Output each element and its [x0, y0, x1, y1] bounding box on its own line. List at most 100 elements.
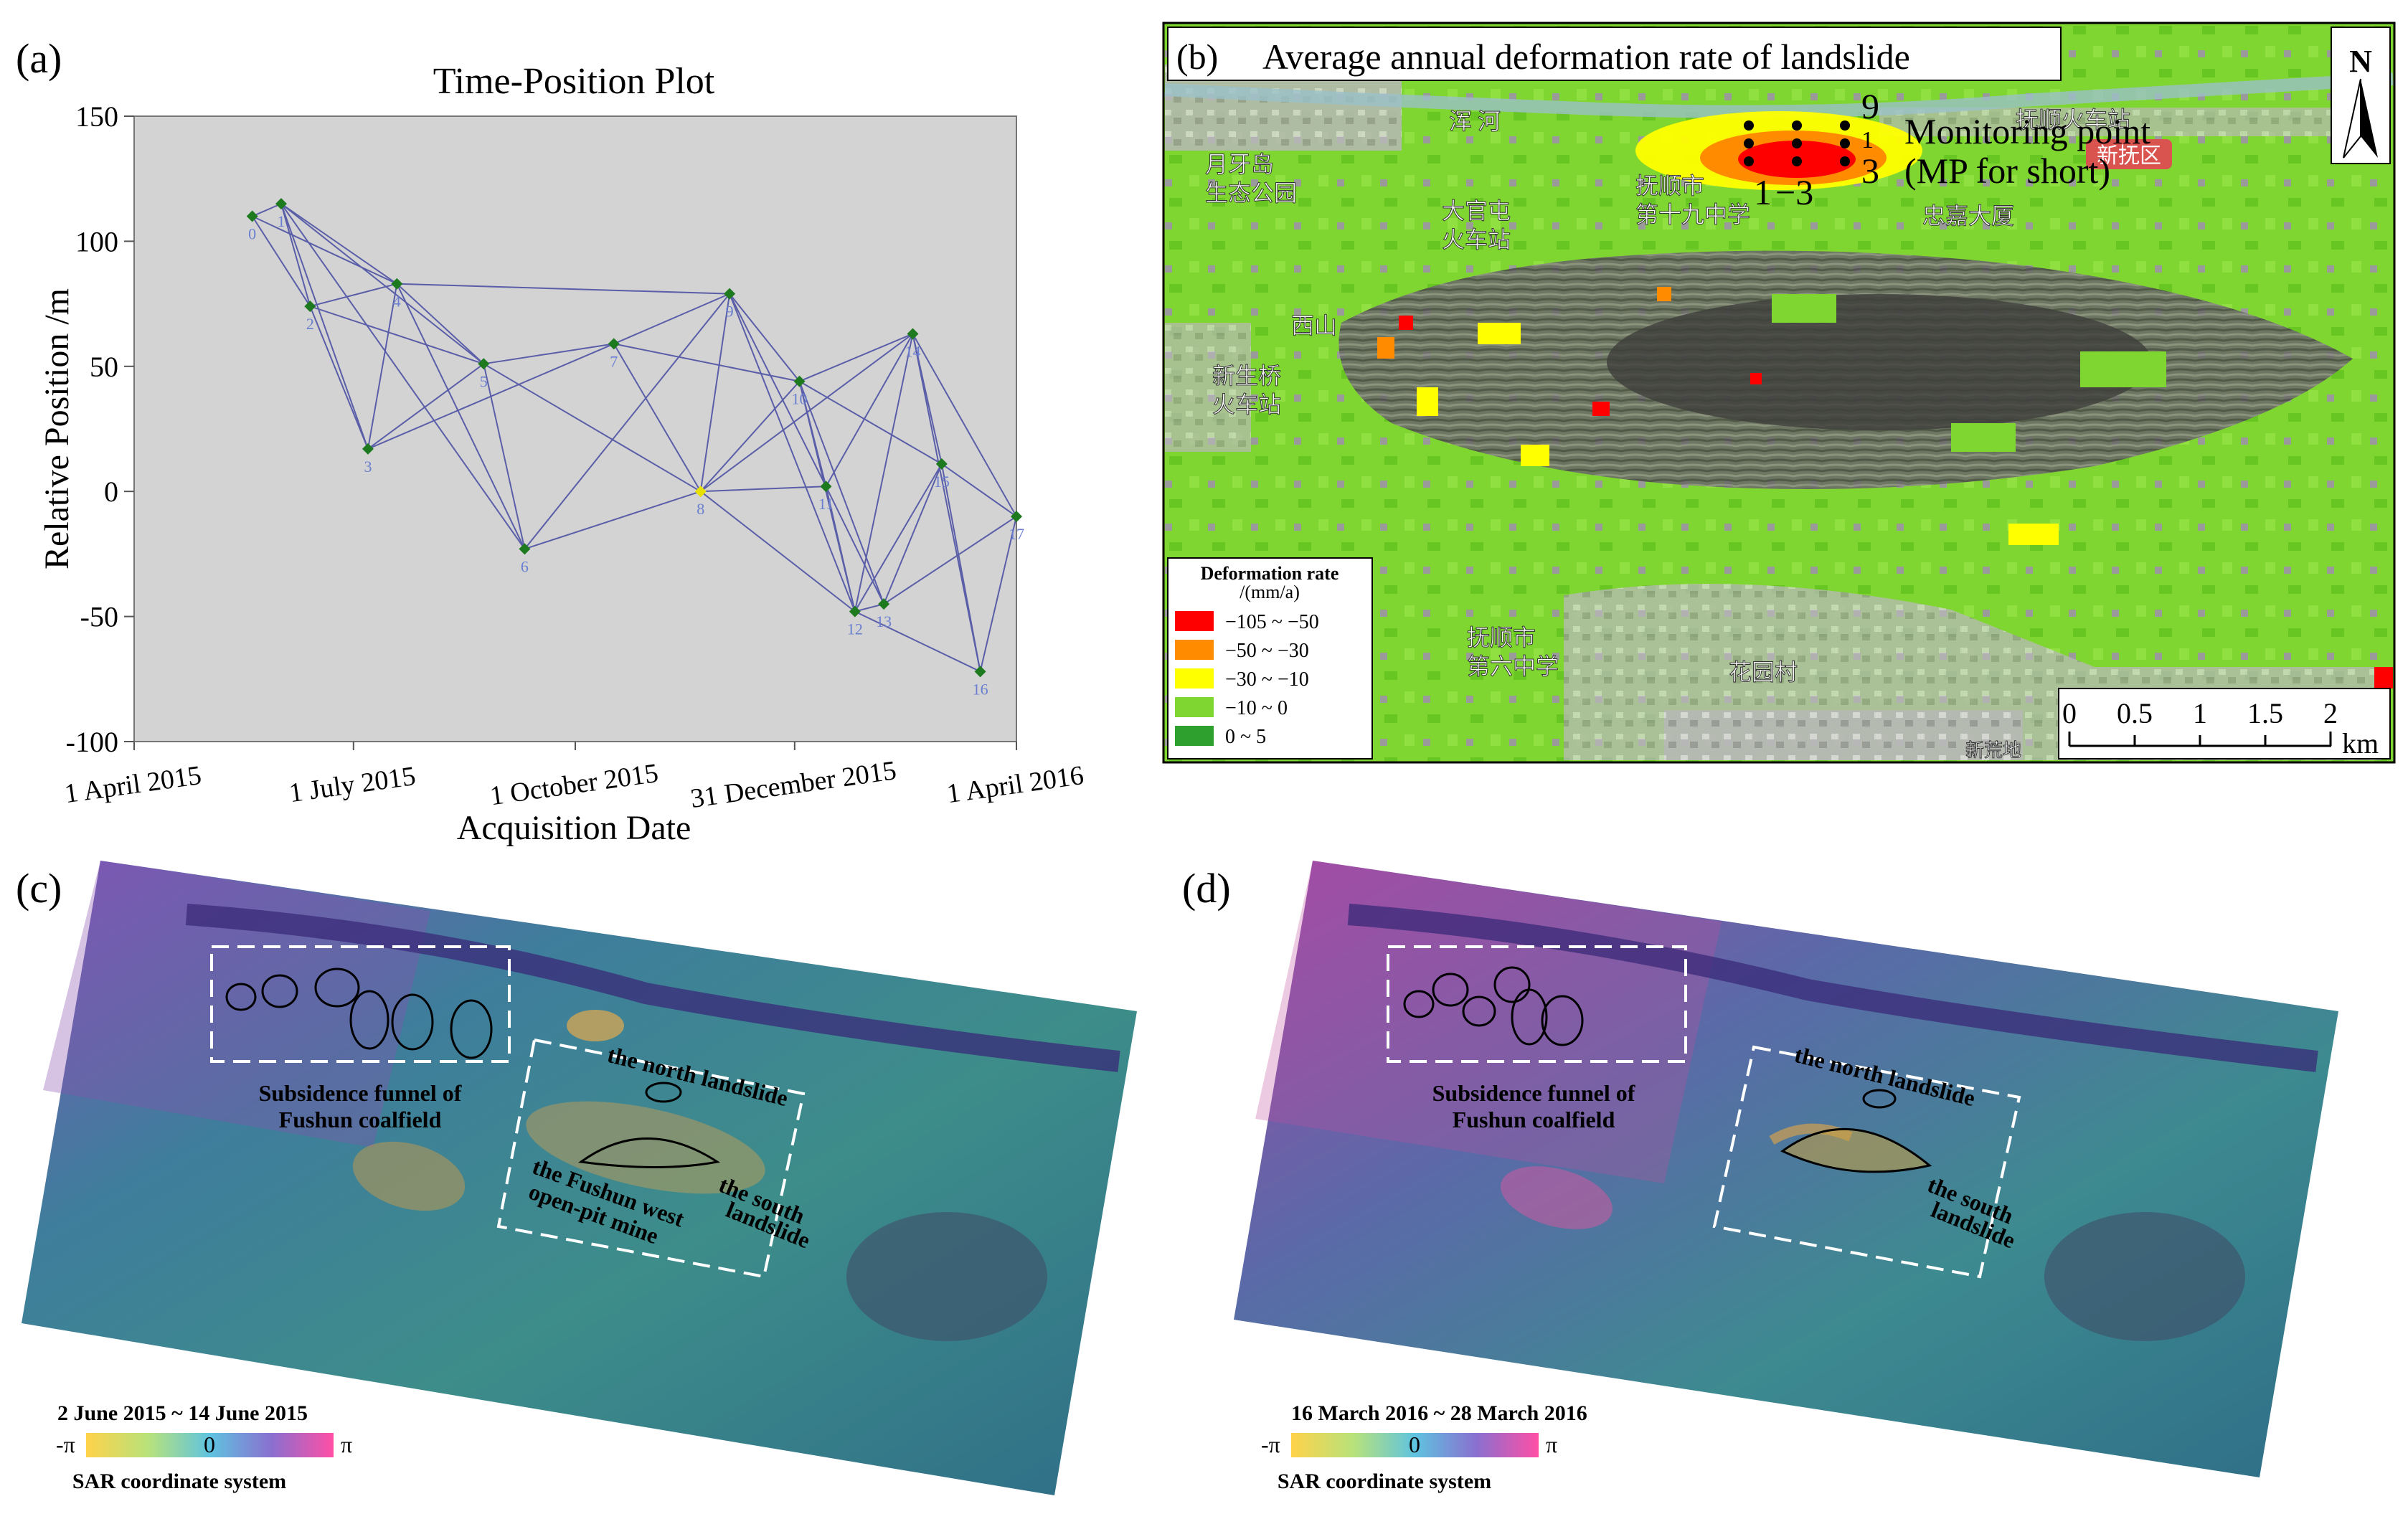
- neg-pi-c: -π: [56, 1432, 75, 1457]
- x-tick-label: 1 October 2015: [488, 758, 660, 811]
- baseline-edge: [613, 293, 730, 345]
- point-id-label: 4: [393, 293, 401, 311]
- acquisition-point: [935, 458, 948, 470]
- acquisition-point: [849, 605, 861, 618]
- point-id-label: 12: [847, 620, 863, 638]
- point-id-label: 9: [726, 303, 734, 321]
- point-id-label: 1: [278, 212, 285, 230]
- phase-colorbar-d: [1291, 1433, 1539, 1457]
- mp-label-9: 9: [1861, 86, 1879, 126]
- map-label-station-w1: 大官屯: [1442, 198, 1511, 224]
- scale-tick-label: 0: [2062, 697, 2077, 729]
- panel-c-letter: (c): [16, 865, 62, 912]
- panel-d-letter: (d): [1182, 865, 1231, 912]
- north-landslide-ellipse-d: [1862, 1089, 1897, 1109]
- monitoring-title: Monitoring point: [1904, 111, 2150, 151]
- coord-label-d: SAR coordinate system: [1278, 1470, 1491, 1493]
- y-tick-label: 150: [75, 100, 118, 133]
- baseline-edge: [252, 215, 397, 285]
- map-label-school2: 第十九中学: [1635, 202, 1750, 227]
- x-tick-label: 1 July 2015: [287, 761, 417, 808]
- baseline-edge: [729, 293, 827, 487]
- y-tick-label: -50: [80, 601, 118, 633]
- baseline-edge: [854, 333, 914, 612]
- scale-ticks: 0 0.5 1 1.5 2: [2062, 697, 2338, 729]
- mp-label-3: 3: [1861, 151, 1879, 191]
- funnel-label-2: Fushun coalfield: [279, 1107, 442, 1132]
- baseline-edge: [367, 363, 484, 450]
- acquisition-point: [694, 486, 707, 498]
- interferogram-d: Subsidence funnel of Fushun coalfield th…: [1234, 861, 2338, 1493]
- baseline-edge: [524, 293, 730, 550]
- acquisition-point: [275, 198, 287, 210]
- baseline-edge: [252, 203, 282, 217]
- map-label-park1: 月牙岛: [1205, 151, 1274, 177]
- y-tick-label: 50: [90, 351, 118, 383]
- acquisition-point: [478, 358, 490, 370]
- acquisition-point: [519, 543, 531, 555]
- acquisition-point: [362, 443, 374, 455]
- baseline-edge: [825, 486, 856, 612]
- plot-area: [133, 115, 1017, 742]
- chart-title: Time-Position Plot: [433, 61, 715, 102]
- pos-pi-d: π: [1546, 1432, 1557, 1457]
- legend-label: −30 ~ −10: [1225, 668, 1309, 691]
- baseline-edge: [979, 516, 1017, 672]
- x-axis-label: Acquisition Date: [457, 809, 691, 847]
- phase-colorbar-c: [86, 1433, 334, 1457]
- landslide-box: [496, 1038, 806, 1279]
- point-id-label: 5: [480, 372, 488, 390]
- baseline-edge: [729, 293, 801, 382]
- scale-bar-icon: [2068, 732, 2332, 747]
- y-tick-label: 100: [75, 225, 118, 257]
- baseline-edge: [367, 283, 398, 450]
- baseline-edge: [310, 283, 397, 308]
- map-label-station-ne: 抚顺火车站: [2016, 107, 2130, 133]
- panel-b-letter: (b): [1176, 37, 1218, 77]
- x-tick-label: 31 December 2015: [689, 755, 898, 814]
- y-axis-ticks: -100 -50 0 50 100 150: [66, 100, 134, 758]
- point-id-label: 16: [973, 680, 988, 698]
- map-label-village: 花园村: [1729, 659, 1798, 685]
- legend-swatch: [1175, 697, 1214, 717]
- scale-bar-box: [2058, 688, 2391, 760]
- baseline-edge: [396, 283, 526, 549]
- baseline-edge: [483, 364, 526, 549]
- baseline-edge: [700, 491, 856, 612]
- landslide-box-d: [1712, 1045, 2021, 1279]
- baseline-edge: [251, 215, 311, 307]
- legend-label: −50 ~ −30: [1225, 640, 1309, 662]
- sar-image-d: [1234, 861, 2338, 1477]
- funnel-label-1-d: Subsidence funnel of: [1432, 1080, 1635, 1106]
- acquisition-point: [724, 288, 736, 300]
- y-tick-label: -100: [66, 726, 118, 758]
- point-id-label: 3: [364, 458, 372, 476]
- legend-swatch: [1175, 640, 1214, 660]
- point-id-label: 6: [521, 557, 529, 575]
- baseline-edge: [799, 333, 913, 382]
- acquisition-point: [820, 481, 832, 493]
- baseline-edge: [396, 283, 484, 365]
- baseline-edge: [798, 381, 885, 605]
- point-id-label: 10: [792, 390, 808, 408]
- acquisition-point: [793, 375, 806, 387]
- baseline-edge: [940, 463, 981, 672]
- baseline-edge: [613, 343, 800, 382]
- legend-unit: /(mm/a): [1240, 582, 1300, 602]
- x-axis-ticks: 1 April 2015 1 July 2015 1 October 2015 31 …: [62, 742, 1085, 814]
- baseline-edge: [912, 333, 1017, 517]
- mp-label-range: −3: [1775, 172, 1813, 212]
- point-id-label: 7: [610, 352, 618, 370]
- funnel-ellipses-d: [1403, 966, 1584, 1046]
- map-label-building: 忠嘉大厦: [1922, 203, 2014, 229]
- baseline-edge: [699, 293, 731, 492]
- north-landslide-ellipse: [645, 1082, 682, 1103]
- x-tick-label: 1 April 2015: [62, 760, 203, 809]
- legend-label: −105 ~ −50: [1225, 611, 1319, 633]
- legend-title: Deformation rate: [1201, 563, 1339, 584]
- scale-tick-label: 0.5: [2117, 697, 2153, 729]
- point-id-label: 8: [697, 500, 704, 518]
- deformation-map: 浑 河 抚顺火车站 月牙岛 生态公园 大官屯 火车站 抚顺市 第十九中学 忠嘉大…: [1162, 22, 2396, 764]
